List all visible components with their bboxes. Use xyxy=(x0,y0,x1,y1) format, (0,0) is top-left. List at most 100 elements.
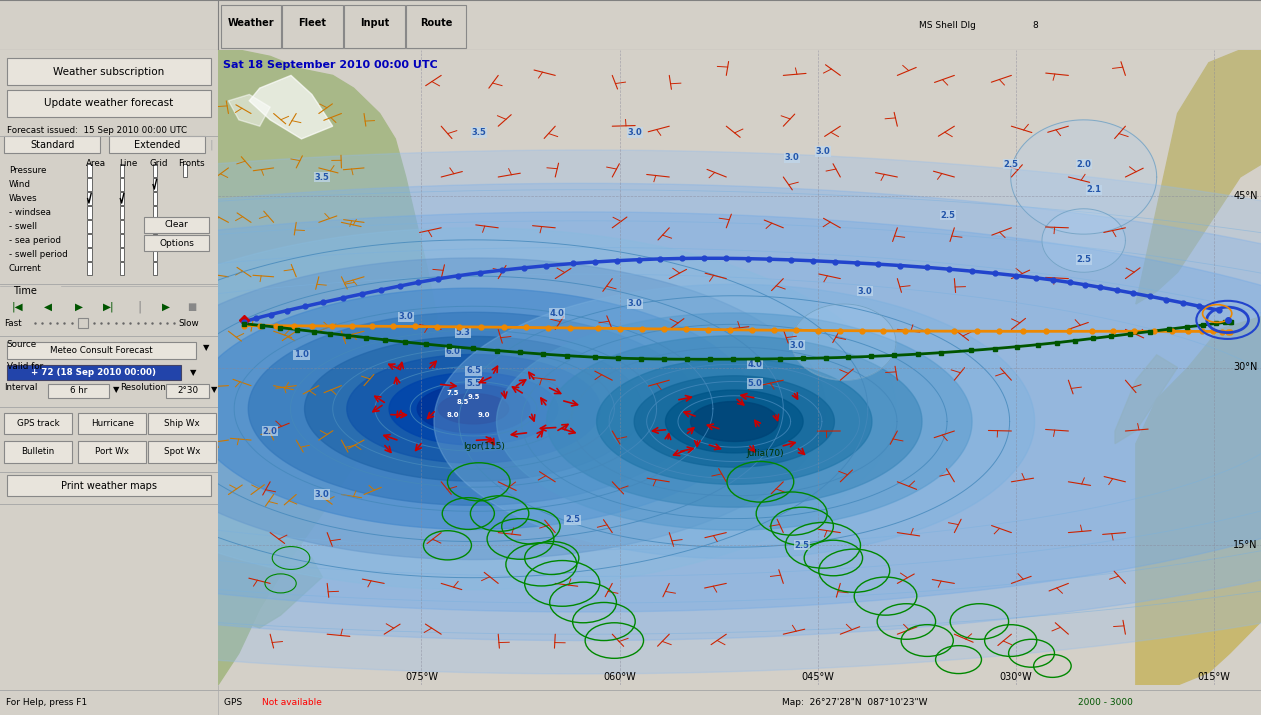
Text: 3.0: 3.0 xyxy=(857,287,873,296)
Text: Bulletin: Bulletin xyxy=(21,448,54,456)
Text: Fast: Fast xyxy=(4,319,21,327)
Text: Fleet: Fleet xyxy=(299,17,327,27)
Polygon shape xyxy=(52,228,897,590)
Text: 4.0: 4.0 xyxy=(550,309,565,318)
Polygon shape xyxy=(666,390,803,453)
Polygon shape xyxy=(1042,209,1125,272)
Bar xyxy=(144,217,209,233)
Bar xyxy=(6,90,212,117)
Text: 2°30: 2°30 xyxy=(177,387,198,395)
Text: 8.0: 8.0 xyxy=(446,412,459,418)
Polygon shape xyxy=(439,394,508,424)
Text: Time: Time xyxy=(13,286,37,296)
Text: ▼: ▼ xyxy=(189,368,197,377)
Text: 15°N: 15°N xyxy=(1233,541,1258,551)
Bar xyxy=(153,248,156,261)
Text: 6.5: 6.5 xyxy=(467,366,480,375)
Polygon shape xyxy=(248,312,699,506)
Bar xyxy=(149,441,216,463)
Text: 2.5: 2.5 xyxy=(1076,255,1091,264)
Bar xyxy=(87,262,92,275)
Text: Not available: Not available xyxy=(262,698,322,707)
Text: 8: 8 xyxy=(1033,21,1038,29)
Polygon shape xyxy=(218,546,323,628)
Text: Update weather forecast: Update weather forecast xyxy=(44,99,174,109)
Bar xyxy=(120,234,125,247)
Polygon shape xyxy=(347,355,600,463)
Text: - swell period: - swell period xyxy=(9,250,68,259)
Text: GPS track: GPS track xyxy=(16,419,59,428)
Bar xyxy=(282,5,343,47)
Text: Meteo Consult Forecast: Meteo Consult Forecast xyxy=(50,346,153,355)
Bar xyxy=(87,164,92,177)
Text: 015°W: 015°W xyxy=(1198,672,1231,682)
Text: 30°N: 30°N xyxy=(1233,363,1258,373)
Text: 3.0: 3.0 xyxy=(398,312,414,321)
Bar xyxy=(153,192,156,205)
Bar xyxy=(6,58,212,85)
Polygon shape xyxy=(546,336,922,507)
Text: 5.3: 5.3 xyxy=(455,328,470,337)
Text: 060°W: 060°W xyxy=(603,672,636,682)
Text: Weather subscription: Weather subscription xyxy=(53,66,165,77)
Text: Interval: Interval xyxy=(4,383,38,393)
Bar xyxy=(153,206,156,219)
Text: Grid: Grid xyxy=(150,159,169,167)
Text: Forecast issued:  15 Sep 2010 00:00 UTC: Forecast issued: 15 Sep 2010 00:00 UTC xyxy=(6,127,187,135)
Polygon shape xyxy=(192,288,755,529)
Text: 3.0: 3.0 xyxy=(628,300,643,308)
Text: Pressure: Pressure xyxy=(9,166,47,175)
Text: 2.5: 2.5 xyxy=(1004,159,1018,169)
Bar xyxy=(87,192,92,205)
Text: 2.0: 2.0 xyxy=(1076,159,1091,169)
Text: 045°W: 045°W xyxy=(801,672,835,682)
Bar xyxy=(153,234,156,247)
Polygon shape xyxy=(0,212,1261,612)
Text: |◀: |◀ xyxy=(11,302,23,312)
Polygon shape xyxy=(390,373,559,445)
Text: 2.5: 2.5 xyxy=(794,541,810,550)
Text: ◀: ◀ xyxy=(44,302,52,312)
Text: 2.5: 2.5 xyxy=(565,516,580,524)
Bar xyxy=(108,137,206,153)
Text: 5.5: 5.5 xyxy=(467,379,480,388)
Text: Source: Source xyxy=(6,340,37,348)
Text: 6 hr: 6 hr xyxy=(69,387,87,395)
Bar xyxy=(120,248,125,261)
Bar xyxy=(120,164,125,177)
Text: 3.5: 3.5 xyxy=(472,128,487,137)
Text: ■: ■ xyxy=(187,302,197,312)
Bar xyxy=(120,192,125,205)
Bar xyxy=(6,342,197,359)
Text: + 72 (18 Sep 2010 00:00): + 72 (18 Sep 2010 00:00) xyxy=(32,368,156,377)
Text: ▼: ▼ xyxy=(203,343,209,352)
Polygon shape xyxy=(250,75,333,139)
Polygon shape xyxy=(0,183,1261,641)
Bar xyxy=(4,441,72,463)
Bar xyxy=(120,206,125,219)
Text: 9.0: 9.0 xyxy=(478,412,491,418)
Text: ▶: ▶ xyxy=(161,302,170,312)
Bar xyxy=(183,164,188,177)
Polygon shape xyxy=(691,402,778,441)
Text: Area: Area xyxy=(86,159,106,167)
Text: Current: Current xyxy=(9,264,42,273)
Polygon shape xyxy=(305,336,643,481)
Text: |: | xyxy=(209,139,213,150)
Text: 45°N: 45°N xyxy=(1233,191,1258,201)
Bar xyxy=(87,220,92,233)
Bar xyxy=(87,178,92,191)
Text: Ship Wx: Ship Wx xyxy=(164,419,199,428)
Text: Options: Options xyxy=(159,239,194,248)
Text: 3.0: 3.0 xyxy=(315,490,329,499)
Polygon shape xyxy=(1136,50,1261,304)
Bar xyxy=(153,262,156,275)
Text: 7.5: 7.5 xyxy=(446,390,459,396)
Text: Print weather maps: Print weather maps xyxy=(61,480,158,490)
Bar xyxy=(221,5,281,47)
Text: Wind: Wind xyxy=(9,180,30,189)
Text: 075°W: 075°W xyxy=(405,672,438,682)
Bar xyxy=(120,178,125,191)
Text: ▶: ▶ xyxy=(74,302,82,312)
Text: Line: Line xyxy=(120,159,137,167)
